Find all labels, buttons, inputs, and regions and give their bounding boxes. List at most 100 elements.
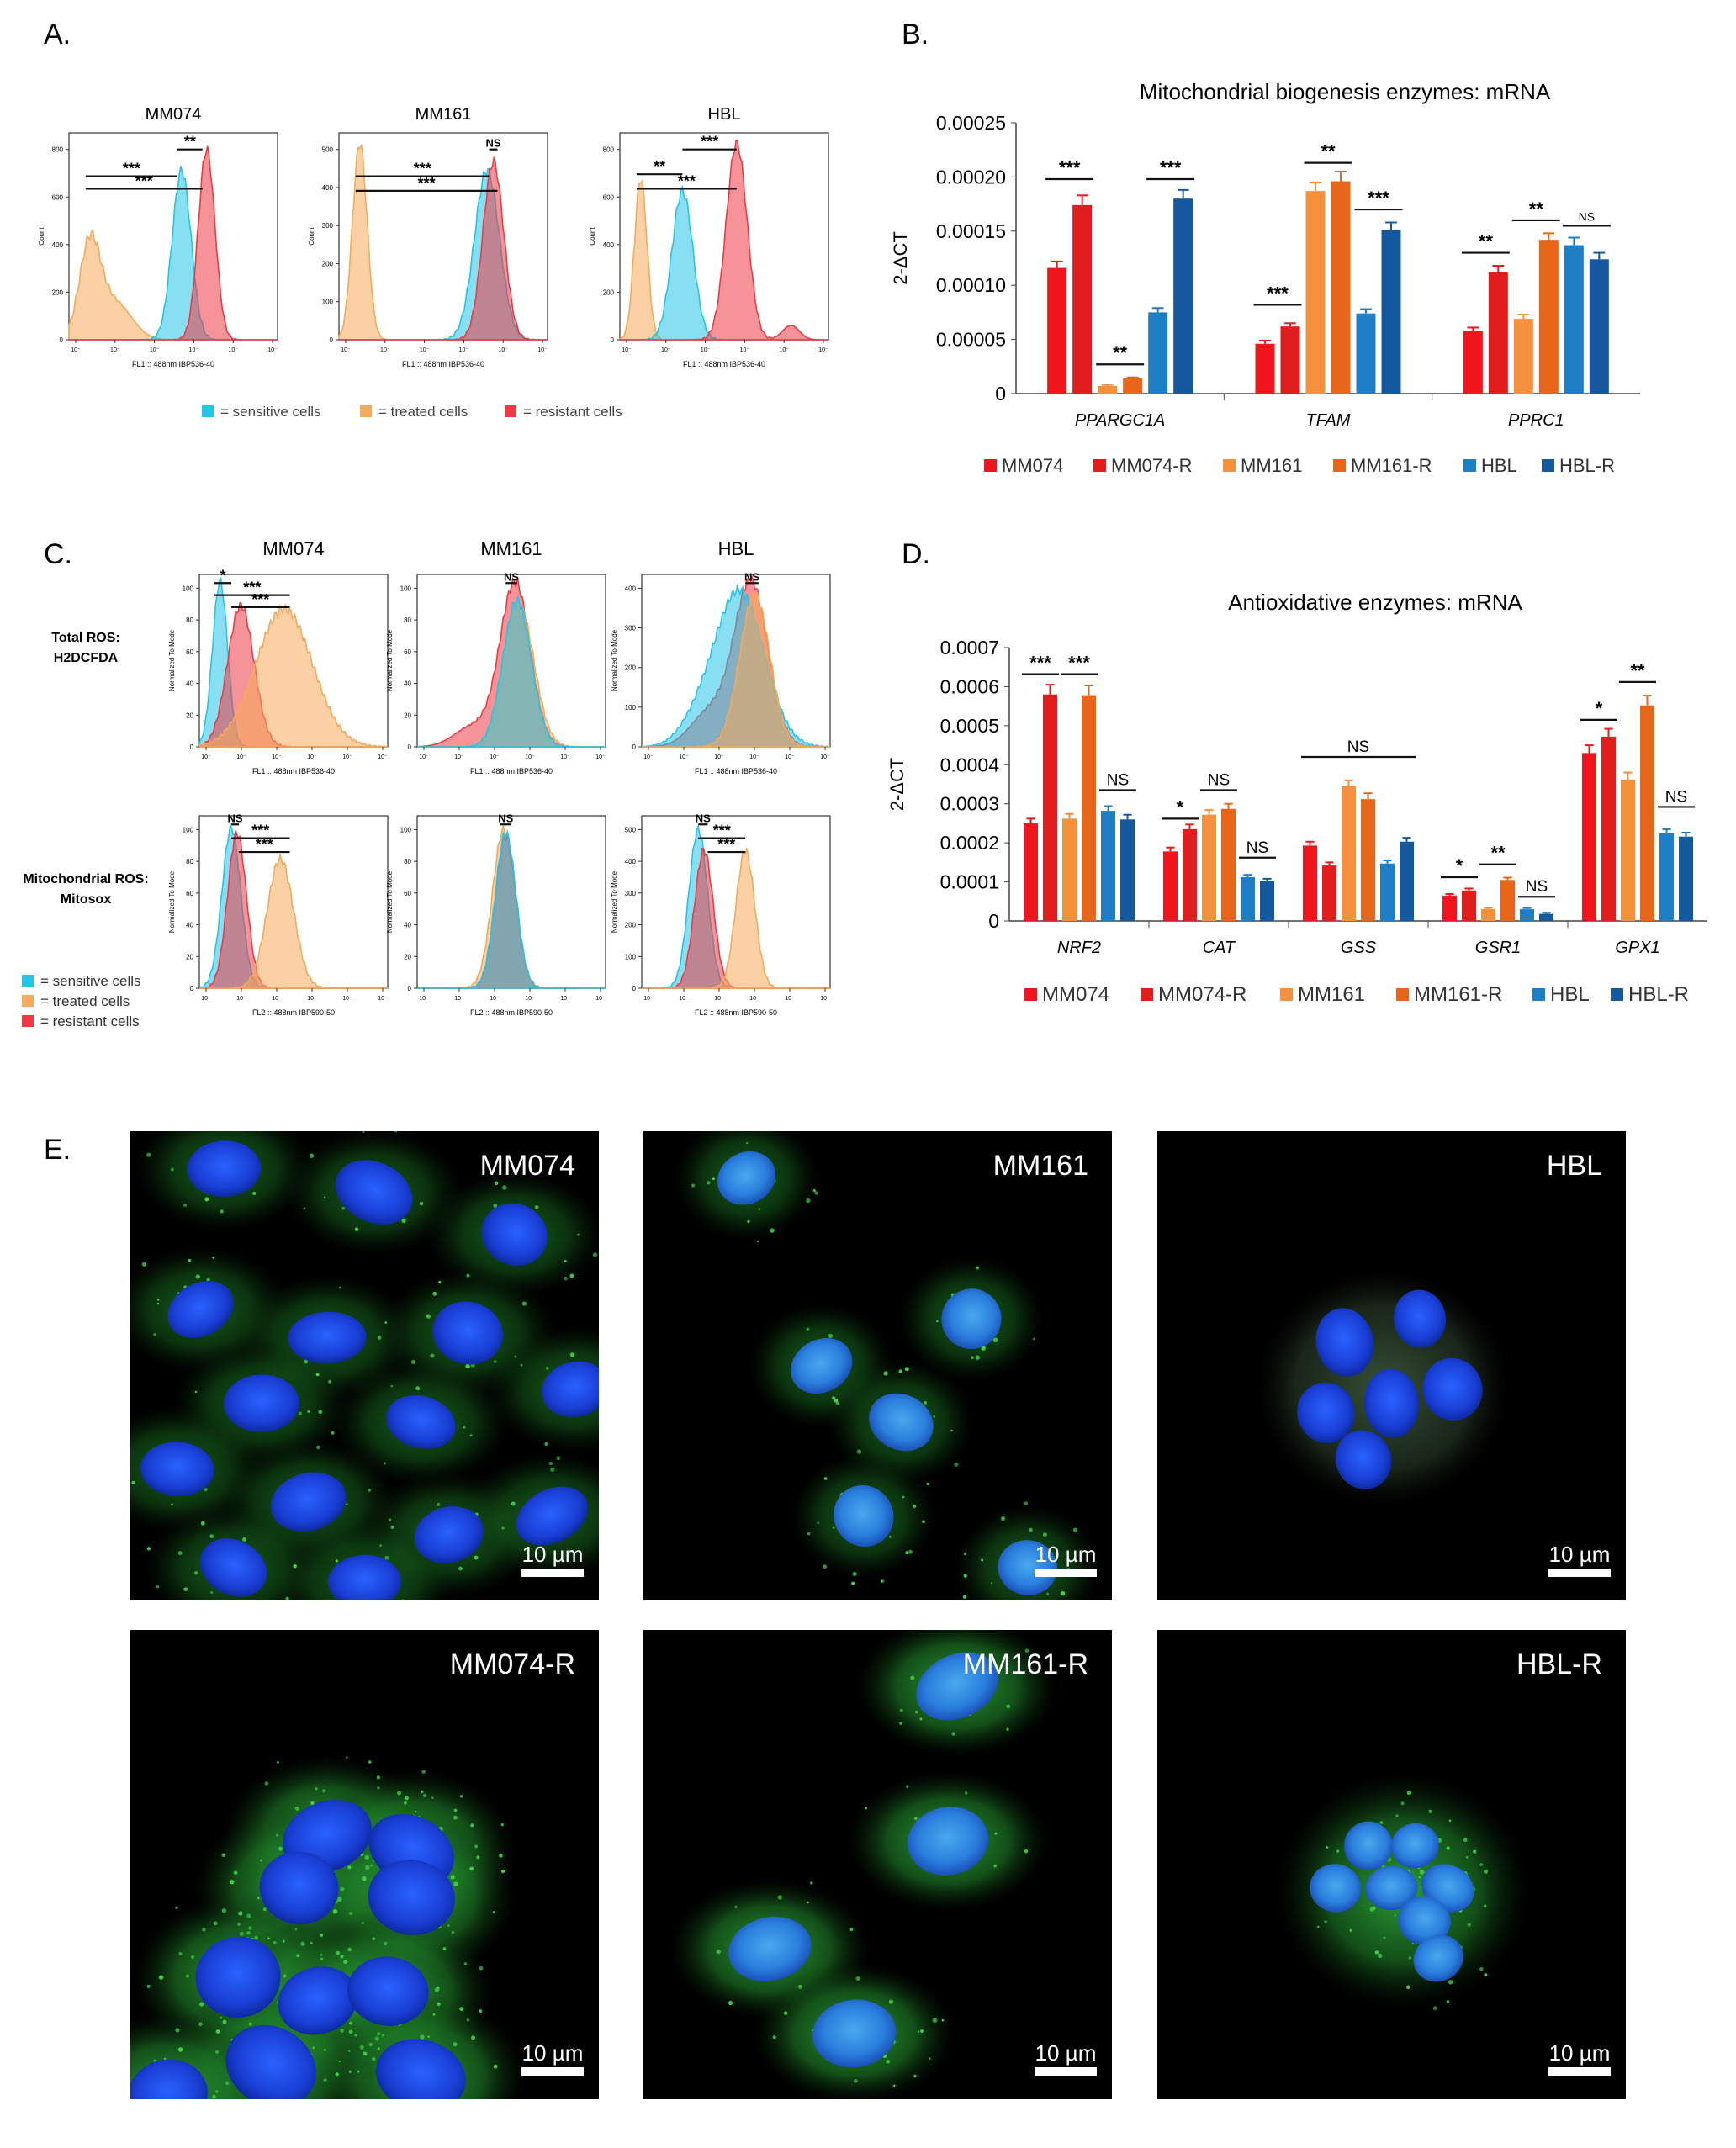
mitochondria-puncta [163,2057,167,2061]
bar-mm161 [1621,779,1635,921]
mitochondria-puncta [184,2114,188,2119]
chart-legend: MM074 MM074-R MM161 MM161-R HBL HBL-R [1024,983,1689,1006]
x-tick-label: 10⁻ [228,347,238,353]
mitochondria-puncta [899,1708,903,1712]
nucleus [1393,1289,1447,1348]
significance-label: *** [251,823,269,839]
nucleus [1413,1934,1463,1982]
mitochondria-puncta [905,1785,909,1789]
mitochondria-puncta [368,1760,372,1764]
mitochondria-puncta [315,1787,318,1791]
mitochondria-puncta [183,1587,188,1591]
y-tick-label: 600 [52,193,64,201]
bar-mm161-r [1361,799,1375,921]
x-tick-label: 10⁻ [459,347,469,353]
y-tick-label: 400 [322,184,334,192]
mitochondria-puncta [254,1935,258,1940]
mitochondria-puncta [361,1921,364,1925]
bar-mm074 [1163,851,1178,921]
legend-swatch-resistant [22,1015,34,1027]
y-tick-label: 0.0004 [940,754,1000,775]
mitochondria-puncta [264,1781,269,1786]
mitochondria-puncta [419,2107,421,2109]
mitochondria-puncta [1465,1856,1469,1859]
bar-hbl-r [1120,819,1135,921]
mitochondria-puncta [390,1525,394,1530]
significance-label: NS [504,570,519,583]
significance-label: NS [1579,209,1595,223]
mitochondria-puncta [388,1127,391,1130]
x-tick-label: 10⁻ [378,754,388,760]
mitochondria-puncta [1336,1849,1340,1853]
mitochondria-puncta [472,2114,476,2119]
micrograph-label: MM161 [993,1150,1088,1182]
y-tick-label: 0 [408,743,412,751]
bar-mm074-r [1322,865,1336,921]
mitochondria-puncta [191,1955,194,1959]
mitochondria-puncta [453,1815,458,1820]
mitochondria-puncta [1483,1869,1488,1874]
mitochondria-puncta [357,2070,360,2073]
mitochondria-puncta [316,1445,320,1450]
bar-mm161 [1202,814,1216,921]
mitochondria-puncta [362,1131,365,1133]
mitochondria-puncta [1024,1648,1029,1653]
mitochondria-puncta [856,1449,862,1454]
significance-label: *** [135,172,153,189]
y-tick-label: 0.00005 [936,329,1006,351]
mitochondria-puncta [156,1302,160,1305]
x-tick-label: 10⁻ [341,347,351,353]
x-tick-label: 10⁻ [236,996,246,1002]
mitochondria-puncta [928,2057,931,2060]
mitochondria-puncta [564,1276,568,1281]
mitochondria-puncta [141,1262,147,1267]
x-tick-label: 10⁻ [272,754,282,760]
mitochondria-puncta [420,2034,425,2040]
mitochondria-puncta [209,1534,214,1539]
nucleus [728,1916,812,1981]
mitochondria-puncta [421,1770,426,1774]
y-tick-label: 80 [186,858,193,865]
mitochondria-puncta [419,1201,424,1206]
mitochondria-puncta [902,1495,905,1499]
mitochondria-puncta [331,1431,335,1435]
mitochondria-puncta [975,1355,980,1360]
y-tick-label: 0.0005 [940,715,999,737]
mitochondria-puncta [376,1775,380,1780]
legend-swatch [1093,459,1106,472]
mitochondria-puncta [275,1833,279,1837]
mitochondria-puncta [422,1793,427,1798]
nucleus [1398,1897,1451,1945]
mitochondria-puncta [941,2018,945,2022]
mitochondria-puncta [431,1796,434,1799]
y-tick-label: 100 [183,585,194,592]
mitochondria-puncta [453,1881,458,1886]
mitochondria-puncta [194,2128,197,2130]
nucleus [347,1956,429,2026]
significance-label: *** [1059,157,1081,178]
significance-label: NS [1347,738,1369,756]
x-tick-label: 10⁻ [71,347,81,353]
mitochondria-puncta [410,1359,416,1365]
mitochondria-puncta [320,1957,324,1961]
mitochondria-puncta [340,1955,344,1959]
y-tick-label: 20 [404,953,411,960]
legend-label: MM074-R [1111,455,1193,476]
histogram-curve-treated [198,603,388,748]
significance-label: ** [654,158,665,175]
mitochondria-puncta [466,2018,469,2022]
mitochondria-puncta [1473,1849,1477,1854]
significance-label: NS [1665,788,1687,806]
nucleus [199,1538,267,1597]
significance-label: ** [1479,231,1494,252]
column-title: MM161 [480,538,542,559]
x-axis-label: FL2 :: 488nm IBP590-50 [470,1008,553,1017]
nucleus [869,1393,934,1452]
x-axis-label: FL1 :: 488nm IBP536-40 [132,360,214,368]
mitochondria-puncta [577,1233,580,1236]
y-axis-label: Count [308,227,315,246]
mitochondria-puncta [340,1616,343,1619]
mitochondria-puncta [127,2087,129,2089]
mitochondria-puncta [915,1710,918,1714]
